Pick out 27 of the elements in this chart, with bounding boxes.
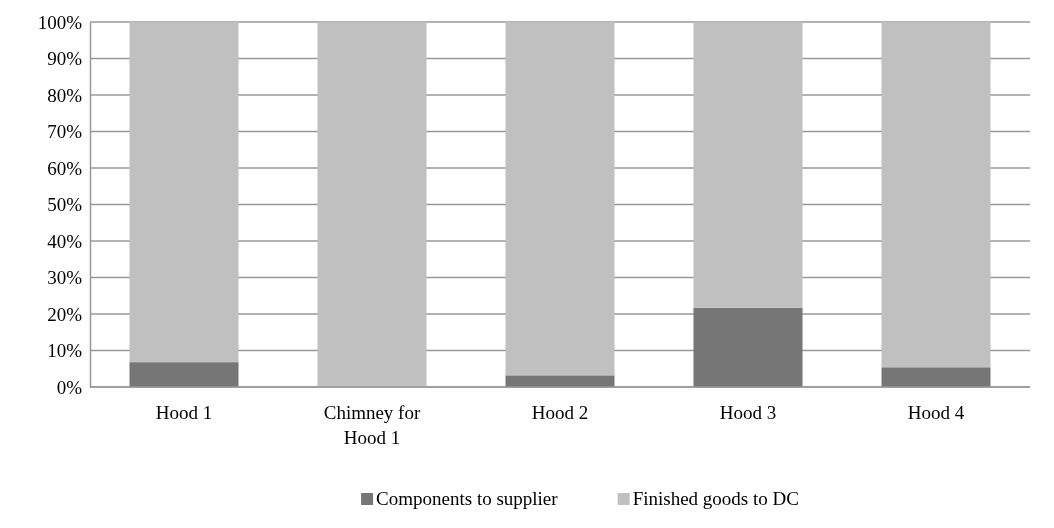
y-tick-label: 30% — [47, 267, 83, 289]
x-tick-label: Chimney for Hood 1 — [323, 402, 421, 448]
y-tick-label: 80% — [47, 84, 83, 106]
bar — [505, 22, 615, 376]
y-tick-label: 40% — [47, 230, 83, 252]
bar — [693, 307, 803, 387]
bar — [317, 22, 427, 387]
y-tick-label: 0% — [56, 376, 83, 398]
y-tick-label: 70% — [47, 121, 83, 143]
legend-label: Components to supplier — [376, 488, 559, 509]
bar — [881, 22, 991, 368]
y-tick-label: 90% — [47, 48, 83, 70]
bar — [693, 22, 803, 308]
bar — [881, 367, 991, 387]
x-tick-label: Hood 2 — [531, 402, 589, 423]
y-tick-label: 60% — [47, 157, 83, 179]
legend-label: Finished goods to DC — [632, 488, 799, 509]
y-tick-label: 50% — [47, 194, 83, 216]
x-tick-label: Hood 3 — [719, 402, 777, 423]
x-tick-label: Hood 4 — [907, 402, 965, 423]
x-tick-label: Hood 1 — [155, 402, 213, 423]
bar — [129, 362, 239, 387]
bar — [505, 375, 615, 387]
y-tick-label: 10% — [47, 340, 83, 362]
y-tick-label: 100% — [37, 11, 83, 33]
bar — [129, 22, 239, 363]
y-tick-label: 20% — [47, 303, 83, 325]
